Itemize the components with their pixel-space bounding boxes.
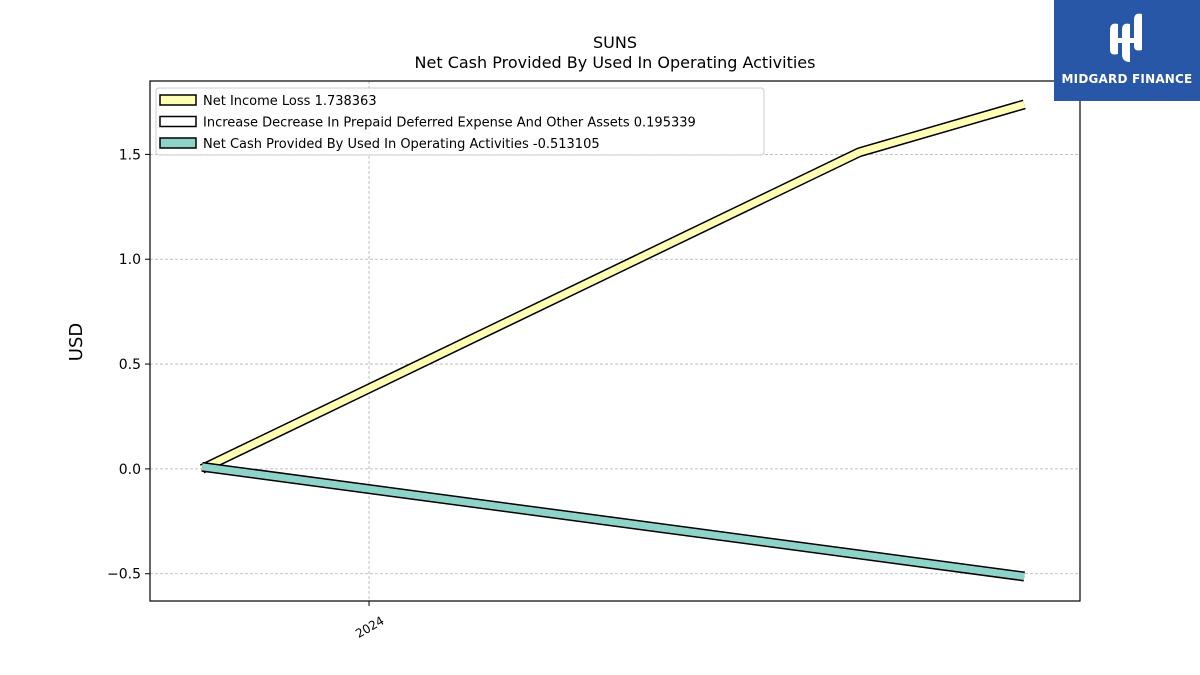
y-axis-ticks: −0.5 0.0 0.5 1.0 1.5 <box>107 147 150 583</box>
series-fill <box>201 463 1025 580</box>
midgard-finance-logo: MIDGARD FINANCE <box>1054 0 1200 101</box>
series-line-0 <box>199 99 1026 474</box>
legend-label: Net Income Loss 1.738363 <box>203 94 377 109</box>
y-tick-label: 1.0 <box>119 252 141 268</box>
series-layer <box>199 99 1026 582</box>
legend-label: Increase Decrease In Prepaid Deferred Ex… <box>203 116 696 131</box>
y-axis-label: USD <box>66 323 87 361</box>
legend-swatch <box>159 115 197 128</box>
legend-swatch <box>159 137 197 149</box>
y-tick-label: 0.5 <box>119 357 141 373</box>
y-tick-label: −0.5 <box>107 567 141 583</box>
y-tick-label: 0.0 <box>119 462 141 478</box>
x-tick-label: 2024 <box>353 613 386 640</box>
y-tick-label: 1.5 <box>119 147 141 163</box>
legend-box <box>155 87 765 156</box>
logo-text: MIDGARD FINANCE <box>1061 72 1193 86</box>
chart-subtitle: Net Cash Provided By Used In Operating A… <box>415 53 816 72</box>
series-line-2 <box>201 461 1025 582</box>
legend-swatch <box>159 94 197 106</box>
logo-mark-icon <box>1110 13 1142 63</box>
legend: Net Income Loss 1.738363 Increase Decreas… <box>155 87 765 156</box>
plot-area-frame <box>149 80 1081 602</box>
x-axis-ticks: 2024 <box>353 601 387 641</box>
legend-label: Net Cash Provided By Used In Operating A… <box>203 137 600 152</box>
series-fill <box>200 101 1026 473</box>
chart-title: SUNS <box>593 33 637 52</box>
series-outline <box>199 99 1026 474</box>
